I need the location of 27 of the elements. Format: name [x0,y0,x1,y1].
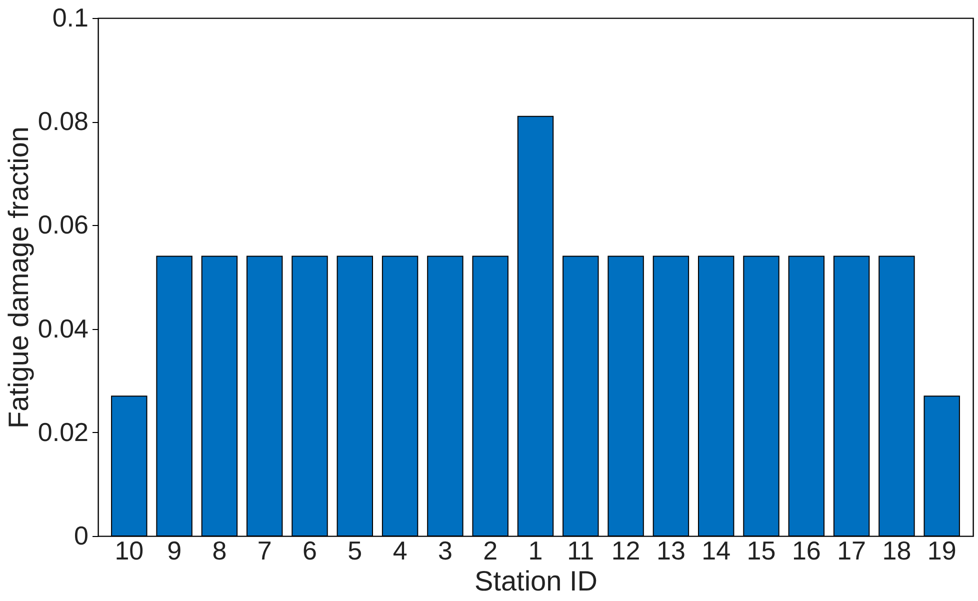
y-tick-label: 0.08 [38,106,88,136]
x-tick-label: 6 [302,536,317,566]
y-tick-label: 0.04 [38,313,88,344]
x-tick-label: 12 [611,536,640,566]
x-tick-label: 19 [927,536,956,566]
x-tick-label: 3 [438,536,452,566]
x-tick-label: 7 [257,536,272,566]
x-tick-label: 9 [167,536,182,566]
y-axis-title: Fatigue damage fraction [2,126,34,428]
x-tick-label: 13 [656,536,686,566]
x-tick-label: 8 [212,536,227,566]
x-tick-label: 16 [792,536,821,566]
x-tick-label: 14 [702,536,731,566]
y-tick-label: 0.1 [52,2,88,32]
x-tick-label: 4 [392,536,408,566]
y-tick-label: 0.02 [38,416,88,447]
x-tick-label: 15 [746,536,776,566]
x-tick-label: 10 [114,536,144,566]
x-tick-label: 1 [528,536,543,566]
x-tick-label: 17 [837,536,866,566]
x-axis-title: Station ID [474,566,598,596]
x-tick-label: 5 [348,536,362,566]
y-tick-label: 0 [74,520,88,550]
y-tick-label: 0.06 [38,210,88,240]
x-tick-label: 18 [882,536,912,566]
x-tick-label: 11 [567,536,594,566]
x-tick-label: 2 [483,536,498,566]
